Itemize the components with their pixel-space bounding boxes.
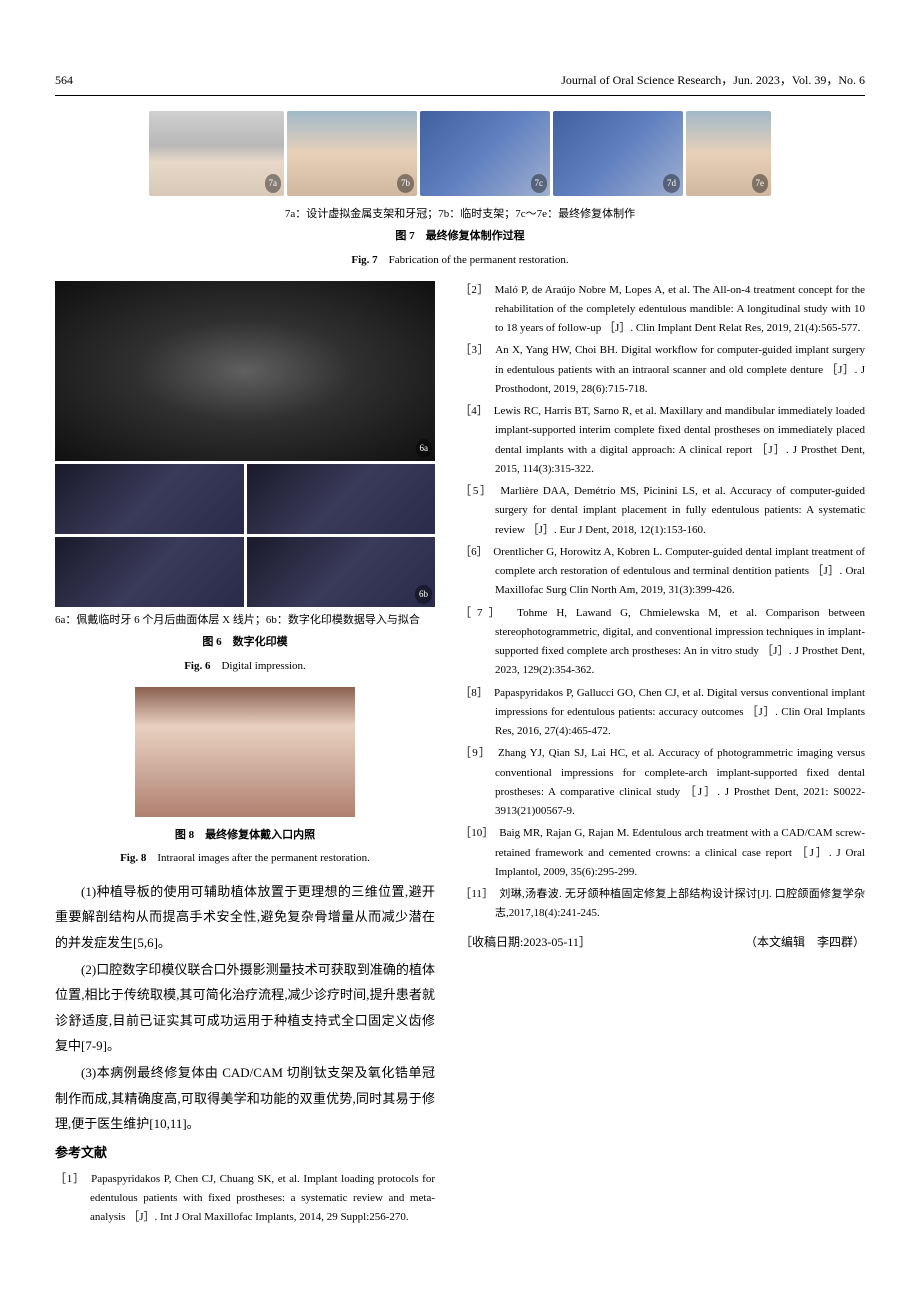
scan-image — [55, 464, 244, 534]
right-column: ［2］ Maló P, de Araújo Nobre M, Lopes A, … — [460, 281, 865, 954]
figure-7-strip: 7a 7b 7c 7d 7e — [55, 111, 865, 196]
figure-6-scan-row-1 — [55, 464, 435, 534]
body-paragraph-3: (3)本病例最终修复体由 CAD/CAM 切削钛支架及氧化锆单冠制作而成,其精确… — [55, 1060, 435, 1136]
body-paragraph-2: (2)口腔数字印模仪联合口外摄影测量技术可获取到准确的植体位置,相比于传统取模,… — [55, 957, 435, 1058]
left-column: 6a 6b 6a：佩戴临时牙 6 个月后曲面体层 X 线片；6b：数字化印模数据… — [55, 281, 435, 1231]
figure-label: 7c — [531, 174, 548, 192]
figure-7-caption-cn-1: 7a：设计虚拟金属支架和牙冠；7b：临时支架；7c～7e：最终修复体制作 — [55, 206, 865, 224]
figure-6-caption-en: Fig. 6 Digital impression. — [55, 657, 435, 677]
references-heading: 参考文献 — [55, 1141, 435, 1164]
figure-8-caption-en: Fig. 8 Intraoral images after the perman… — [55, 849, 435, 869]
figure-7e-image: 7e — [686, 111, 771, 196]
figure-7b-image: 7b — [287, 111, 417, 196]
page-number: 564 — [55, 70, 73, 92]
figure-7d-image: 7d — [553, 111, 683, 196]
figure-6-scan-row-2: 6b — [55, 537, 435, 607]
scan-image — [247, 464, 436, 534]
figure-8-image — [135, 687, 355, 817]
main-content: 6a 6b 6a：佩戴临时牙 6 个月后曲面体层 X 线片；6b：数字化印模数据… — [55, 281, 865, 1231]
figure-label: 7a — [265, 174, 282, 192]
figure-label: 6a — [416, 439, 433, 457]
figure-8-caption-cn: 图 8 最终修复体戴入口内照 — [55, 827, 435, 845]
reference-5: ［5］ Marlière DAA, Demétrio MS, Picinini … — [460, 482, 865, 540]
figure-label: 7e — [752, 174, 769, 192]
reference-11: ［11］ 刘琳,汤春波. 无牙颌种植固定修复上部结构设计探讨[J]. 口腔颌面修… — [460, 885, 865, 924]
figure-6-caption-cn: 图 6 数字化印模 — [55, 634, 435, 652]
scan-image — [55, 537, 244, 607]
figure-label: 7d — [663, 174, 680, 192]
reference-6: ［6］ Orentlicher G, Horowitz A, Kobren L.… — [460, 543, 865, 601]
figure-label: 7b — [397, 174, 414, 192]
footer: ［收稿日期:2023-05-11］ （本文编辑 李四群） — [460, 932, 865, 954]
reference-3: ［3］ An X, Yang HW, Choi BH. Digital work… — [460, 341, 865, 399]
reference-2: ［2］ Maló P, de Araújo Nobre M, Lopes A, … — [460, 281, 865, 339]
page-header: 564 Journal of Oral Science Research，Jun… — [55, 70, 865, 96]
reference-8: ［8］ Papaspyridakos P, Gallucci GO, Chen … — [460, 684, 865, 742]
figure-7-caption-cn-2: 图 7 最终修复体制作过程 — [55, 228, 865, 246]
received-date: ［收稿日期:2023-05-11］ — [460, 932, 591, 954]
figure-6a-xray: 6a — [55, 281, 435, 461]
scan-image: 6b — [247, 537, 436, 607]
reference-9: ［9］ Zhang YJ, Qian SJ, Lai HC, et al. Ac… — [460, 744, 865, 821]
figure-7-caption-en: Fig. 7 Fabrication of the permanent rest… — [55, 251, 865, 271]
figure-label: 6b — [415, 585, 432, 603]
reference-1: ［1］ Papaspyridakos P, Chen CJ, Chuang SK… — [55, 1170, 435, 1228]
figure-6-caption-line1: 6a：佩戴临时牙 6 个月后曲面体层 X 线片；6b：数字化印模数据导入与拟合 — [55, 612, 435, 630]
figure-7c-image: 7c — [420, 111, 550, 196]
journal-info: Journal of Oral Science Research，Jun. 20… — [561, 70, 865, 92]
reference-4: ［4］ Lewis RC, Harris BT, Sarno R, et al.… — [460, 402, 865, 479]
body-paragraph-1: (1)种植导板的使用可辅助植体放置于更理想的三维位置,避开重要解剖结构从而提高手… — [55, 879, 435, 955]
editor-info: （本文编辑 李四群） — [745, 932, 865, 954]
reference-10: ［10］ Baig MR, Rajan G, Rajan M. Edentulo… — [460, 824, 865, 882]
reference-7: ［7］ Tohme H, Lawand G, Chmielewska M, et… — [460, 604, 865, 681]
figure-7a-image: 7a — [149, 111, 284, 196]
